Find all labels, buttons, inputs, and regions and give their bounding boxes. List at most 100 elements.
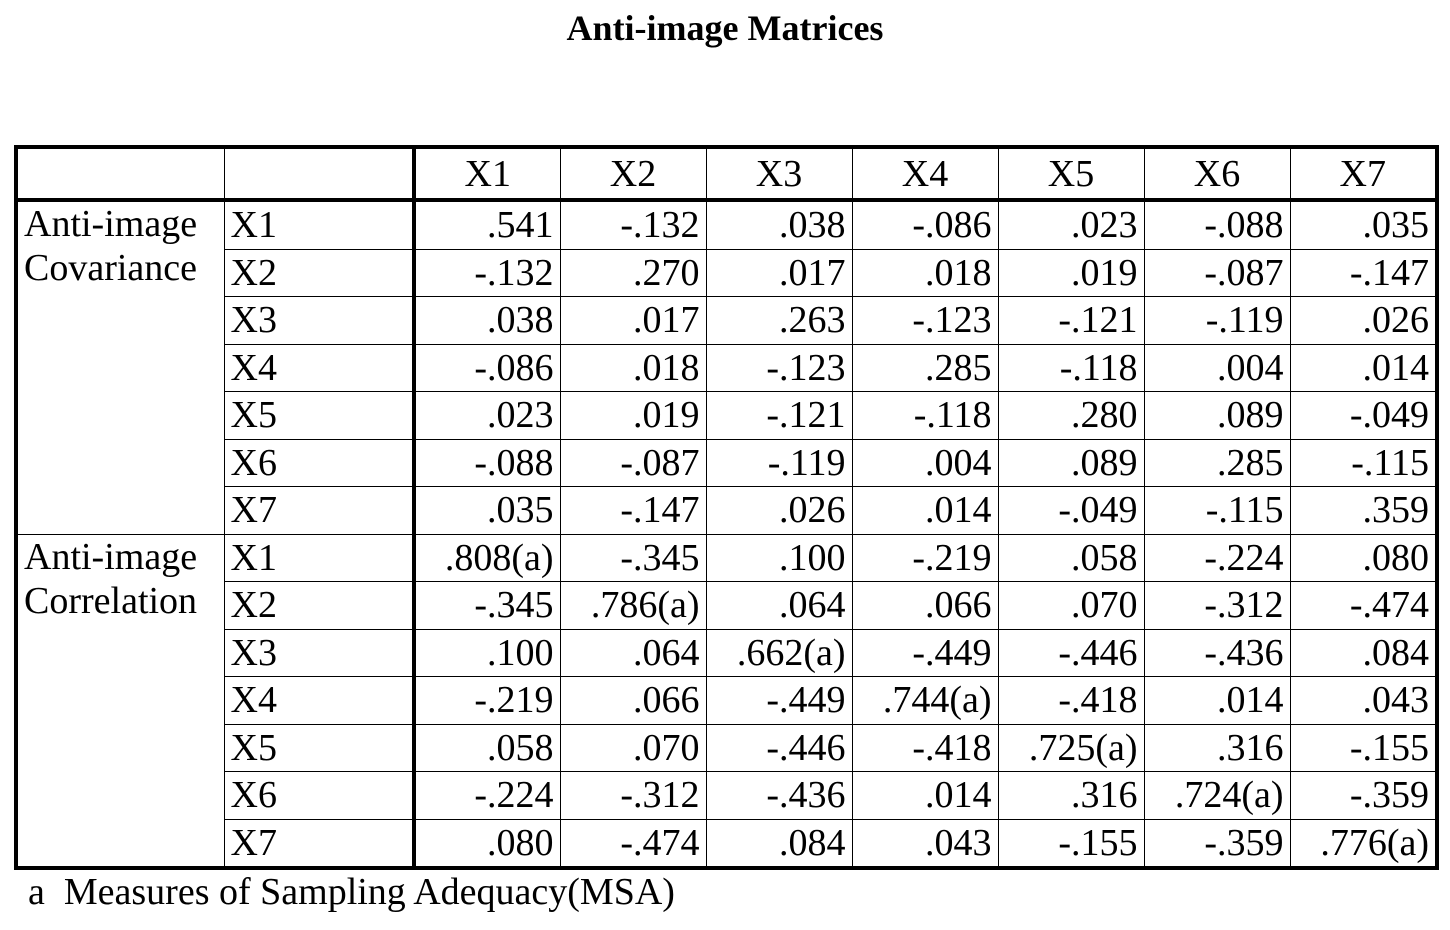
- table-cell: .014: [851, 771, 999, 820]
- table-cell: .058: [413, 723, 561, 772]
- anti-image-matrix-table: X1 X2 X3 X4 X5 X6 X7 Anti-image Covarianc…: [14, 145, 1439, 870]
- table-cell: -.118: [997, 343, 1145, 392]
- header-stub-2: [223, 146, 416, 202]
- table-cell: .035: [413, 486, 561, 535]
- table-cell: -.115: [1143, 486, 1291, 535]
- table-cell: -.446: [997, 628, 1145, 677]
- table-cell: .541: [413, 199, 561, 250]
- table-cell: .018: [559, 343, 707, 392]
- table-cell: -.474: [1289, 581, 1438, 630]
- table-cell: .004: [851, 438, 999, 487]
- group-label: Anti-image Correlation: [15, 533, 225, 869]
- table-cell: -.436: [705, 771, 853, 820]
- table-cell: -.449: [851, 628, 999, 677]
- table-cell: .270: [559, 248, 707, 297]
- table-cell: -.121: [705, 391, 853, 440]
- table-cell: -.132: [413, 248, 561, 297]
- table-cell: .089: [1143, 391, 1291, 440]
- table-row: Anti-image Correlation X1.808(a) -.345.100-…: [15, 533, 1438, 869]
- table-cell: .359: [1289, 486, 1438, 535]
- table-cell: .026: [705, 486, 853, 535]
- table-cell: -.474: [559, 818, 707, 869]
- table-row: X7.080 -.474.084.043 -.155 -.359.776(a): [16, 818, 1438, 869]
- group-label-line1: Anti-image: [24, 203, 198, 245]
- table-cell: -.119: [1143, 296, 1291, 345]
- table-row: Anti-image Covariance X1.541 -.132.038 -.086…: [15, 199, 1438, 535]
- table-cell: .004: [1143, 343, 1291, 392]
- table-cell: -.088: [1143, 199, 1291, 250]
- table-cell: .786(a): [559, 581, 707, 630]
- table-cell: .316: [997, 771, 1145, 820]
- header-stub-1: [15, 146, 225, 202]
- column-header: X3: [705, 146, 853, 202]
- column-header: X6: [1143, 146, 1291, 202]
- table-cell: -.312: [1143, 581, 1291, 630]
- table-cell: -.345: [559, 533, 707, 582]
- table-cell: -.224: [1143, 533, 1291, 582]
- row-label: X2: [223, 581, 416, 630]
- table-cell: .744(a): [851, 676, 999, 725]
- table-cell: -.359: [1289, 771, 1438, 820]
- table-cell: .066: [851, 581, 999, 630]
- row-label: X6: [223, 438, 416, 487]
- table-cell: -.121: [997, 296, 1145, 345]
- row-label: X3: [223, 628, 416, 677]
- table-cell: .280: [997, 391, 1145, 440]
- table-cell: .064: [705, 581, 853, 630]
- table-cell: -.123: [851, 296, 999, 345]
- table-cell: .058: [997, 533, 1145, 582]
- table-cell: -.147: [559, 486, 707, 535]
- table-cell: .026: [1289, 296, 1438, 345]
- table-cell: .808(a): [413, 533, 561, 582]
- group-label-line1: Anti-image: [24, 535, 198, 578]
- table-cell: .084: [705, 818, 853, 869]
- table-cell: .776(a): [1289, 818, 1438, 869]
- row-label: X5: [223, 723, 416, 772]
- table-cell: -.049: [1289, 391, 1438, 440]
- table-cell: -.449: [705, 676, 853, 725]
- table-cell: .014: [1289, 343, 1438, 392]
- table-cell: .263: [705, 296, 853, 345]
- table-cell: -.086: [851, 199, 999, 250]
- table-cell: -.224: [413, 771, 561, 820]
- table-cell: -.219: [413, 676, 561, 725]
- table-cell: -.118: [851, 391, 999, 440]
- table-cell: .724(a): [1143, 771, 1291, 820]
- table-cell: -.436: [1143, 628, 1291, 677]
- row-label: X2: [223, 248, 416, 297]
- table-cell: -.132: [559, 199, 707, 250]
- table-row: X4 -.219.066 -.449.744(a) -.418.014.043: [16, 676, 1438, 725]
- table-cell: .017: [559, 296, 707, 345]
- table-cell: .662(a): [705, 628, 853, 677]
- table-cell: .019: [997, 248, 1145, 297]
- table-cell: .023: [413, 391, 561, 440]
- table-cell: .089: [997, 438, 1145, 487]
- header-row: X1 X2 X3 X4 X5 X6 X7: [15, 146, 1438, 202]
- column-header: X5: [997, 146, 1145, 202]
- column-header: X4: [851, 146, 999, 202]
- table-cell: -.345: [413, 581, 561, 630]
- table-cell: -.359: [1143, 818, 1291, 869]
- table-row: X6 -.088 -.087 -.119.004.089.285 -.115: [16, 438, 1438, 487]
- table-cell: -.155: [1289, 723, 1438, 772]
- row-label: X4: [223, 343, 416, 392]
- table-cell: -.147: [1289, 248, 1438, 297]
- table-cell: .285: [851, 343, 999, 392]
- table-cell: -.087: [559, 438, 707, 487]
- table-cell: .014: [1143, 676, 1291, 725]
- row-label: X1: [223, 199, 416, 250]
- table-cell: .066: [559, 676, 707, 725]
- row-label: X1: [223, 533, 416, 582]
- footnote: a Measures of Sampling Adequacy(MSA): [28, 871, 675, 913]
- table-cell: -.219: [851, 533, 999, 582]
- table-title: Anti-image Matrices: [566, 8, 884, 48]
- table-cell: .080: [413, 818, 561, 869]
- table-cell: -.123: [705, 343, 853, 392]
- table-cell: .084: [1289, 628, 1438, 677]
- table-cell: .100: [705, 533, 853, 582]
- table-row: X5.023.019 -.121 -.118.280.089 -.049: [16, 391, 1438, 440]
- table-row: X2 -.345.786(a) .064.066.070 -.312 -.474: [16, 581, 1438, 630]
- row-label: X7: [223, 818, 416, 869]
- table-cell: .064: [559, 628, 707, 677]
- table-cell: .285: [1143, 438, 1291, 487]
